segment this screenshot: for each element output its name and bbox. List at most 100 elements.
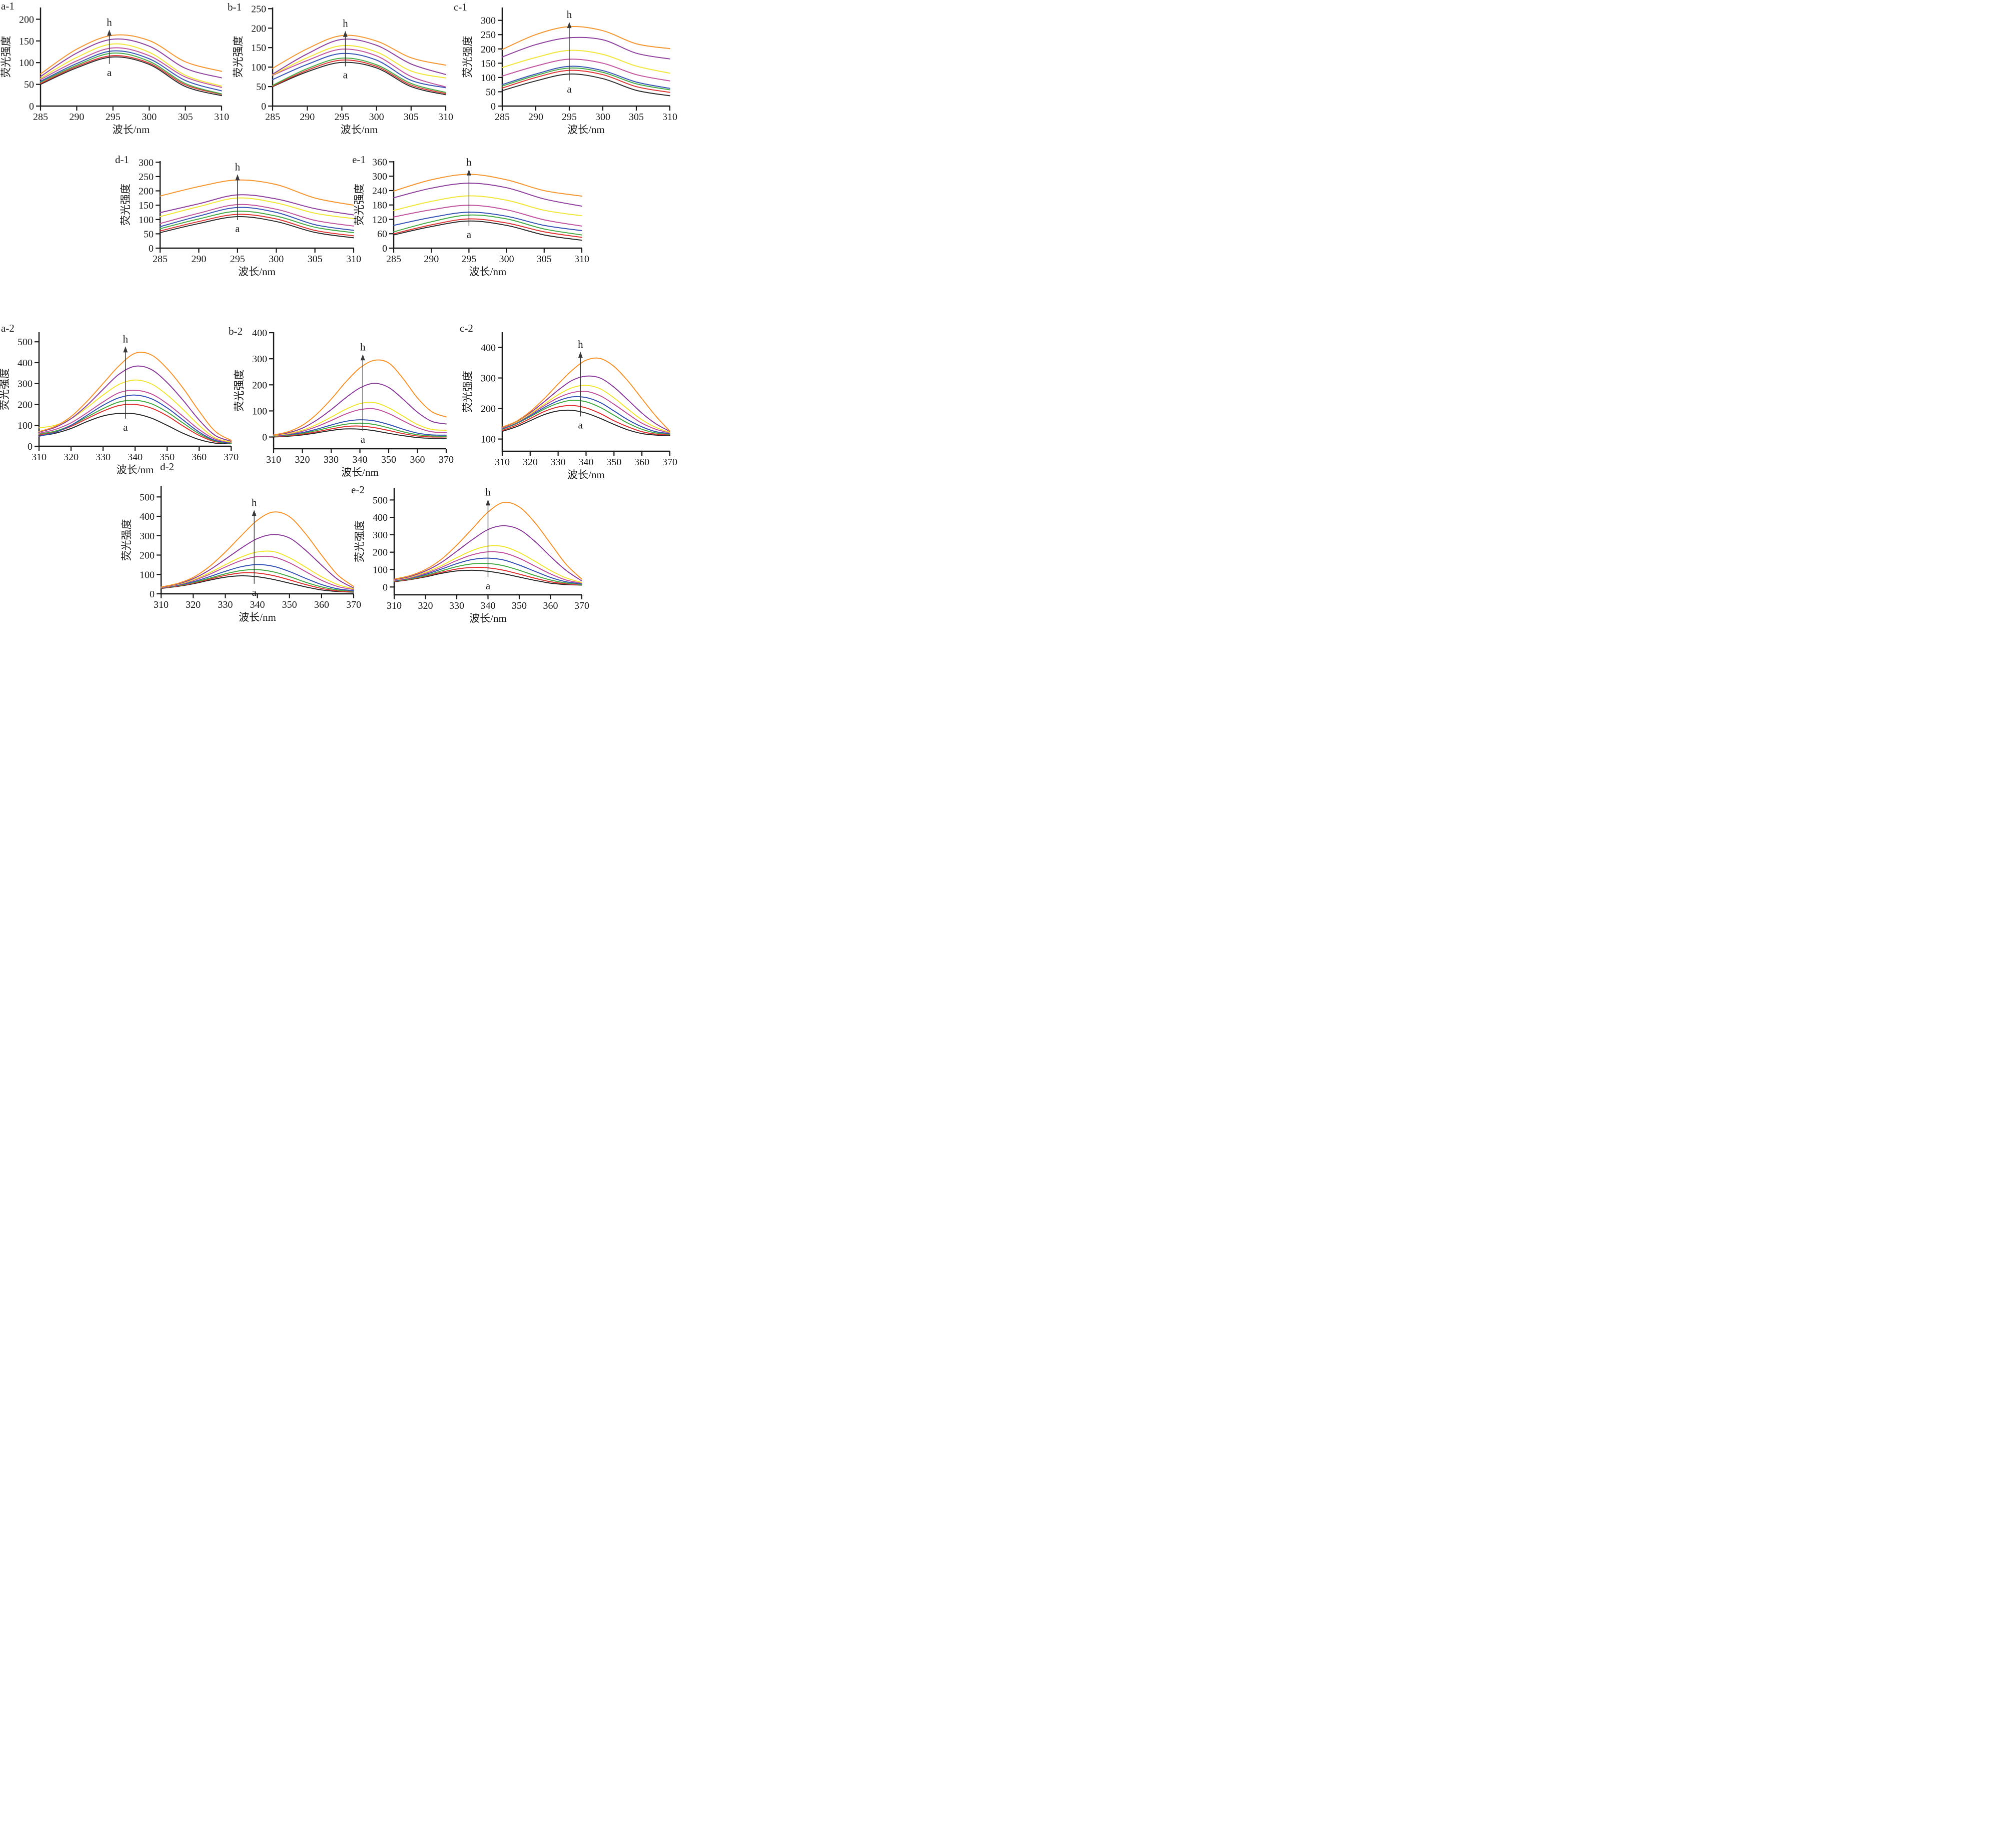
series-curve-e: [161, 555, 354, 590]
series-curve-g: [40, 38, 222, 79]
x-tick-label: 285: [386, 254, 401, 265]
chart-svg-e-2: 0 100 200 300 400 500 310 320 330 340 350 360 370 波长/…: [354, 486, 589, 624]
y-tick-label: 100: [19, 58, 34, 69]
series-curve-h: [273, 359, 447, 436]
series-curve-g: [502, 37, 670, 60]
series-curve-b: [502, 405, 670, 435]
x-tick-label: 320: [295, 454, 310, 465]
chart-svg-b-1: 0 50 100 150 200 250 285 290 295 300 305 310 波长/nm 荧光…: [232, 4, 453, 136]
x-tick-label: 320: [523, 457, 538, 468]
y-tick-label: 200: [252, 380, 267, 391]
panel-label: d-1: [115, 154, 129, 166]
trend-arrow-head: [578, 352, 583, 358]
axis-lines: [501, 8, 670, 107]
y-tick-label: 240: [372, 186, 387, 197]
series-curve-c: [502, 67, 670, 91]
arrow-label-top: h: [235, 161, 241, 173]
series-curve-e: [160, 204, 354, 227]
x-tick-label: 370: [224, 452, 239, 463]
x-axis-title: 波长/nm: [567, 469, 605, 481]
trend-arrow-head: [252, 510, 257, 516]
x-tick-label: 310: [574, 254, 589, 265]
x-tick-label: 370: [574, 600, 589, 611]
x-tick-label: 360: [314, 599, 329, 610]
series-curve-a: [502, 409, 670, 436]
series-curve-f: [40, 43, 222, 87]
y-axis-title: 荧光强度: [120, 184, 132, 226]
y-tick-label: 150: [139, 200, 154, 211]
x-tick-label: 285: [265, 112, 280, 123]
y-tick-label: 200: [481, 404, 496, 415]
x-tick-label: 320: [418, 600, 433, 611]
series-curve-f: [273, 402, 447, 436]
arrow-label-bottom: a: [486, 580, 491, 592]
arrow-label-bottom: a: [567, 83, 572, 95]
arrow-label-top: h: [107, 16, 112, 28]
chart-svg-c-1: 0 50 100 150 200 250 300 285 290 295 300 305 310 波长/n…: [462, 8, 677, 136]
y-axis-title: 荧光强度: [462, 371, 474, 413]
series-curve-a: [160, 216, 354, 239]
series-curve-d: [393, 212, 582, 231]
x-tick-label: 300: [499, 254, 514, 265]
y-tick-label: 300: [252, 354, 267, 365]
x-tick-label: 305: [629, 112, 644, 123]
y-tick-label: 200: [139, 186, 154, 197]
y-tick-label: 60: [377, 229, 387, 240]
x-tick-label: 285: [495, 112, 510, 123]
x-tick-label: 370: [662, 457, 677, 468]
x-axis-title: 波长/nm: [341, 466, 379, 478]
panel-c-2: c-2 100 200 300 400 310 320 330 340 350 360 370 波长/…: [447, 300, 677, 481]
y-tick-label: 0: [149, 243, 154, 254]
series-curve-g: [272, 39, 446, 75]
series-curve-d: [273, 419, 447, 437]
y-tick-label: 0: [261, 101, 266, 112]
x-tick-label: 290: [424, 254, 439, 265]
series-curve-a: [502, 73, 670, 97]
series-curve-h: [161, 511, 354, 588]
series-curve-e: [502, 391, 670, 434]
y-tick-label: 250: [481, 30, 496, 41]
series-curve-f: [502, 385, 670, 433]
series-curve-d: [160, 207, 354, 231]
y-tick-label: 100: [251, 62, 266, 73]
arrow-label-top: h: [360, 341, 366, 353]
series-curve-d: [502, 396, 670, 434]
axis-lines: [40, 8, 222, 107]
x-axis-title: 波长/nm: [117, 464, 154, 476]
y-axis-title: 荧光强度: [462, 36, 474, 78]
y-tick-label: 50: [256, 82, 266, 93]
series-curve-d: [161, 564, 354, 591]
x-tick-label: 330: [449, 600, 464, 611]
x-tick-label: 360: [192, 452, 207, 463]
y-tick-label: 150: [19, 36, 34, 47]
series-curve-b: [160, 214, 354, 237]
series-curve-c: [161, 569, 354, 592]
series-curve-h: [40, 34, 222, 75]
y-tick-label: 250: [251, 4, 266, 15]
y-tick-label: 0: [29, 101, 34, 112]
chart-svg-a-1: 0 50 100 150 200 285 290 295 300 305 310 波长/nm 荧光强度 h…: [0, 8, 229, 136]
y-axis-title: 荧光强度: [233, 370, 245, 412]
trend-arrow-head: [343, 31, 348, 37]
series-curve-g: [273, 383, 447, 436]
x-axis-title: 波长/nm: [239, 611, 276, 623]
y-axis-title: 荧光强度: [232, 36, 244, 78]
panel-label: a-1: [1, 0, 15, 12]
trend-arrow-head: [123, 346, 128, 353]
y-tick-label: 100: [481, 73, 496, 84]
y-tick-label: 400: [140, 511, 155, 522]
y-tick-label: 100: [18, 420, 33, 431]
x-tick-label: 300: [369, 112, 384, 123]
x-tick-label: 295: [230, 254, 245, 265]
y-tick-label: 180: [372, 200, 387, 211]
y-tick-label: 100: [481, 434, 496, 445]
x-tick-label: 310: [438, 112, 453, 123]
x-tick-label: 340: [353, 454, 368, 465]
y-tick-label: 200: [140, 550, 155, 561]
y-tick-label: 300: [373, 530, 388, 541]
chart-svg-a-2: 0 100 200 300 400 500 310 320 330 340 350 360 370 波长/…: [0, 332, 239, 476]
x-tick-label: 305: [308, 254, 323, 265]
x-tick-label: 370: [439, 454, 454, 465]
arrow-label-top: h: [485, 486, 491, 498]
x-axis-title: 波长/nm: [238, 266, 276, 278]
